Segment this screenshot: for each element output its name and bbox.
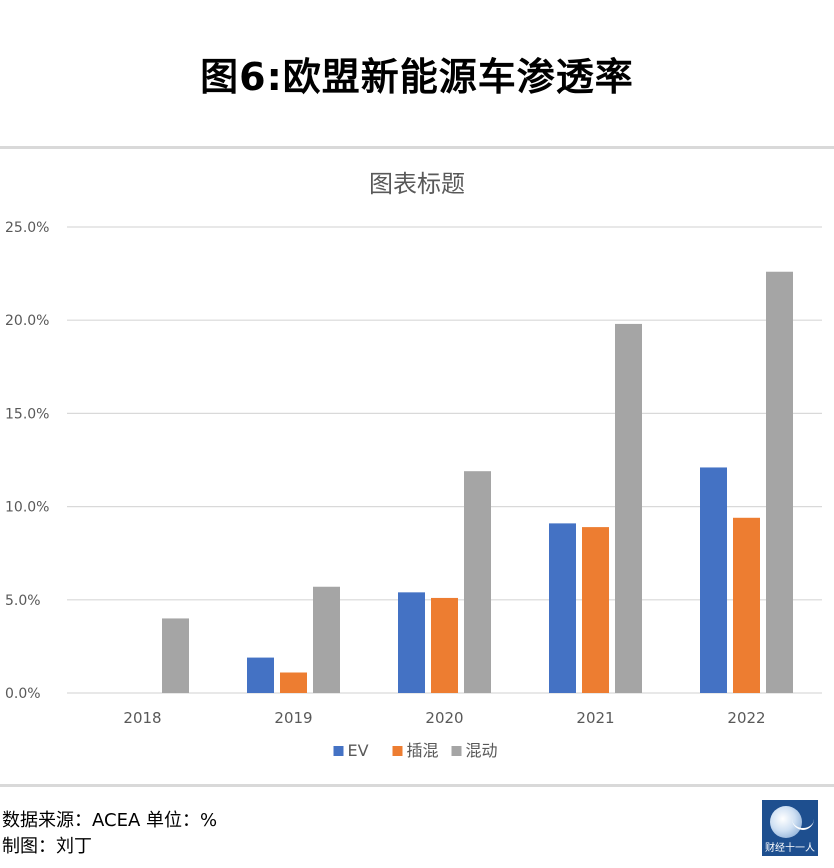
bar-2021-2	[615, 323, 642, 693]
bar-2019-1	[280, 672, 307, 693]
bar-chart: 图表标题 0.0%5.0%10.0%15.0%20.0%25.0% 2018 20…	[5, 170, 822, 760]
bar-2020-0	[398, 592, 425, 693]
y-tick-label: 20.0%	[5, 313, 49, 329]
y-tick-label: 5.0%	[5, 593, 41, 609]
top-divider	[0, 146, 834, 149]
logo-text: 财经十一人	[765, 843, 815, 854]
legend-swatch-0	[333, 746, 344, 756]
bar-2020-1	[431, 597, 458, 693]
bar-2018-2	[162, 618, 189, 693]
bar-2020-2	[464, 471, 491, 693]
gridlines	[67, 226, 822, 694]
bar-2022-1	[733, 517, 760, 693]
y-tick-label: 0.0%	[5, 686, 41, 702]
x-tick-label: 2018	[123, 709, 161, 727]
legend-swatch-2	[451, 746, 462, 756]
x-tick-label: 2019	[274, 709, 312, 727]
legend: EV 插混 混动	[333, 741, 498, 760]
bar-2021-0	[549, 523, 576, 693]
data-source-text: 数据来源：ACEA 单位：%	[2, 810, 218, 831]
chart-maker-text: 制图：刘丁	[2, 836, 92, 857]
bar-2022-0	[700, 467, 727, 693]
bottom-divider	[0, 784, 834, 787]
y-axis-tick-labels: 0.0% 5.0% 10.0% 15.0% 20.0% 25.0%	[5, 220, 49, 702]
legend-label: 插混	[407, 741, 439, 760]
x-axis-tick-labels: 2018 2019 2020 2021 2022	[123, 709, 765, 727]
bars	[162, 271, 793, 693]
bar-2022-2	[766, 271, 793, 693]
page-title: 图6:欧盟新能源车渗透率	[200, 55, 634, 99]
x-tick-label: 2021	[576, 709, 614, 727]
chart-title: 图表标题	[369, 170, 465, 198]
bar-2019-0	[247, 657, 274, 693]
bar-2019-2	[313, 586, 340, 693]
brand-logo: 财经十一人	[762, 800, 818, 856]
swoosh-icon	[792, 818, 814, 830]
legend-swatch-1	[392, 746, 403, 756]
legend-label: 混动	[466, 741, 498, 760]
x-tick-label: 2022	[727, 709, 765, 727]
y-tick-label: 10.0%	[5, 500, 49, 516]
bar-2021-1	[582, 527, 609, 693]
x-tick-label: 2020	[425, 709, 463, 727]
y-tick-label: 15.0%	[5, 406, 49, 422]
y-tick-label: 25.0%	[5, 220, 49, 236]
legend-label: EV	[348, 741, 369, 760]
